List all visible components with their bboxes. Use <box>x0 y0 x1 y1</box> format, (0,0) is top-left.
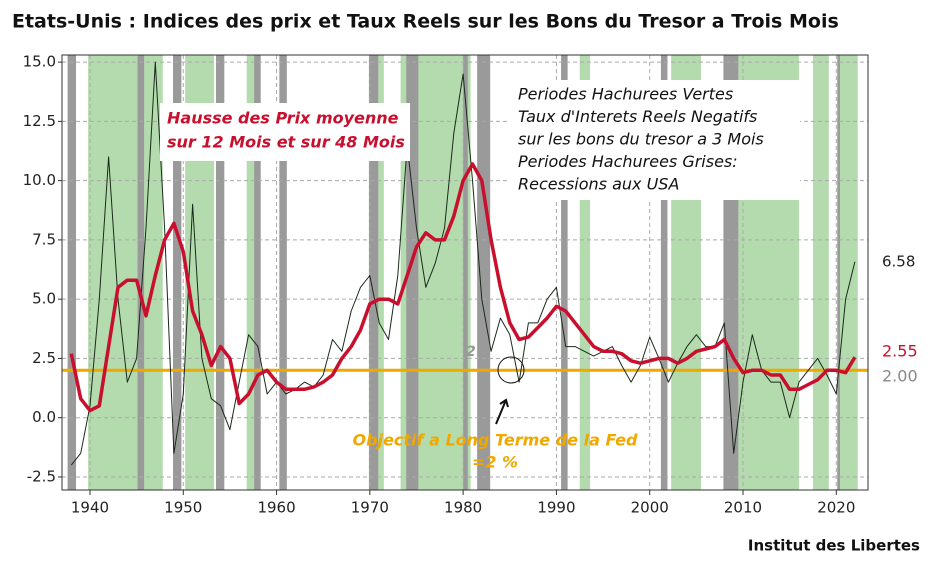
recession-band <box>561 55 568 490</box>
x-tick-label: 1970 <box>351 499 389 517</box>
y-tick-label: 0.0 <box>32 408 56 426</box>
y-tick-label: 15.0 <box>23 53 56 71</box>
arrow <box>495 398 509 425</box>
recession-band <box>463 55 468 490</box>
annotation: sur les bons du tresor a 3 Mois <box>518 130 764 149</box>
chart-title: Etats-Unis : Indices des prix et Taux Re… <box>12 11 839 33</box>
series-line <box>69 162 857 413</box>
annotation-box <box>508 80 800 200</box>
x-tick-label: 1960 <box>257 499 295 517</box>
end-label: 6.58 <box>882 253 915 271</box>
annotation-box <box>160 103 410 161</box>
x-tick-label: 1980 <box>444 499 482 517</box>
y-tick-label: -2.5 <box>27 467 56 485</box>
x-tick-label: 2000 <box>631 499 669 517</box>
end-label: 2.00 <box>882 367 918 386</box>
negative-rate-band <box>839 55 858 490</box>
recession-band <box>837 55 841 490</box>
annotation: 2 <box>466 344 476 360</box>
series-line <box>70 61 856 466</box>
x-tick-label: 1940 <box>71 499 109 517</box>
source: Institut des Libertes <box>748 537 920 555</box>
recession-band <box>254 55 261 490</box>
annotation: Periodes Hachurees Grises: <box>518 152 738 171</box>
recession-band <box>660 55 668 490</box>
recession-band <box>477 55 491 490</box>
recession-band <box>67 55 76 490</box>
recession-band <box>137 55 145 490</box>
recession-band <box>368 55 379 490</box>
x-tick-label: 1990 <box>537 499 575 517</box>
recession-band <box>215 55 225 490</box>
y-tick-label: 5.0 <box>32 290 56 308</box>
y-tick-label: 2.5 <box>32 349 56 367</box>
recession-band <box>279 55 287 490</box>
negative-rate-band <box>246 55 258 490</box>
annotation: Recessions aux USA <box>518 175 679 194</box>
negative-rate-band <box>812 55 829 490</box>
negative-rate-band <box>372 55 384 490</box>
highlight-circle <box>497 356 525 384</box>
annotation: Objectif a Long Terme de la Fed <box>353 431 638 450</box>
end-label: 2.55 <box>882 342 918 361</box>
y-tick-label: 10.0 <box>23 171 56 189</box>
x-tick-label: 1950 <box>164 499 202 517</box>
annotation: Periodes Hachurees Vertes <box>518 85 733 104</box>
annotation: Taux d'Interets Reels Negatifs <box>518 107 757 126</box>
annotation: Hausse des Prix moyenne <box>167 109 399 128</box>
plot-frame <box>61 54 869 491</box>
y-tick-label: 12.5 <box>23 112 56 130</box>
x-tick-label: 2020 <box>817 499 855 517</box>
x-tick-label: 2010 <box>724 499 762 517</box>
negative-rate-band <box>579 55 591 490</box>
recession-band <box>173 55 182 490</box>
annotation: sur 12 Mois et sur 48 Mois <box>167 133 405 152</box>
y-tick-label: 7.5 <box>32 230 56 248</box>
annotation: =2 % <box>472 453 518 472</box>
